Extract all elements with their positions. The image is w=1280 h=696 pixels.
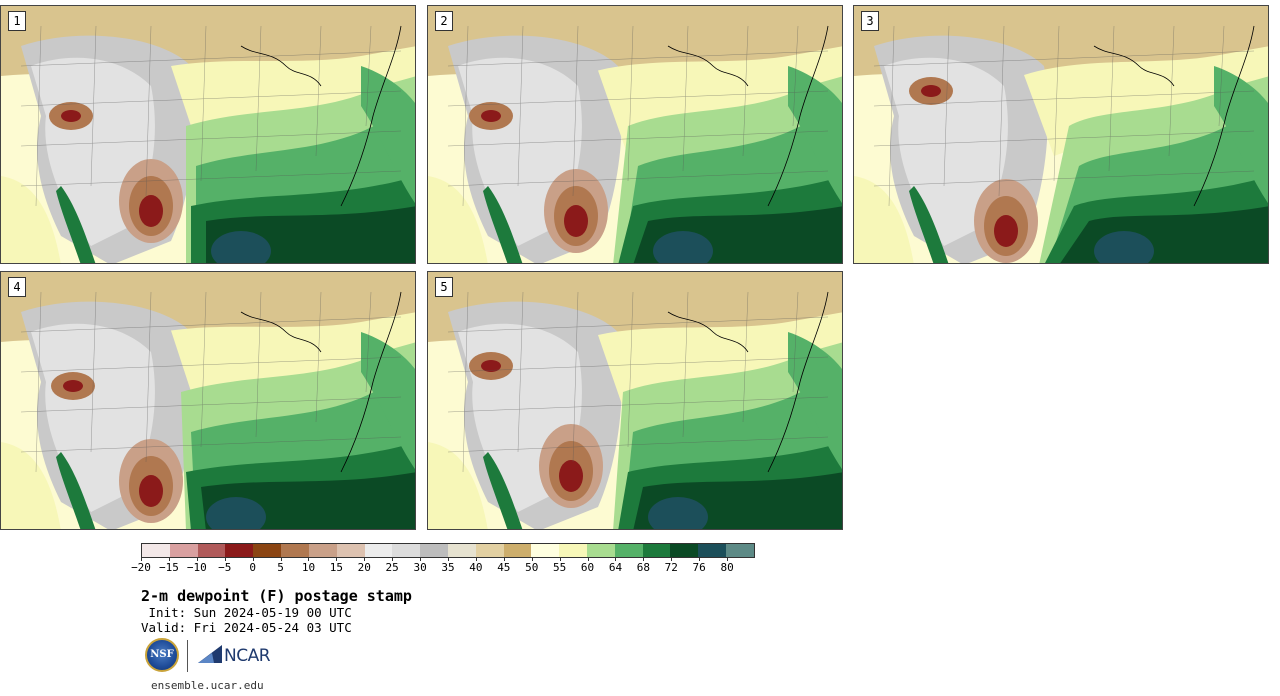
colorbar-tick — [420, 557, 422, 561]
colorbar-tick-label: 20 — [357, 561, 371, 574]
colorbar-tick-label: 15 — [329, 561, 343, 574]
colorbar-swatch — [670, 544, 699, 557]
member-number-label: 3 — [861, 11, 879, 31]
colorbar-tick-label: 60 — [580, 561, 595, 574]
logo-divider — [187, 640, 188, 672]
member-panel-1: 1 — [0, 5, 416, 264]
colorbar-swatch — [253, 544, 282, 557]
dewpoint-map-5 — [428, 272, 842, 529]
colorbar-tick — [448, 557, 449, 561]
valid-time: Valid: Fri 2024-05-24 03 UTC — [141, 620, 352, 635]
dewpoint-map-3 — [854, 6, 1268, 263]
colorbar-swatch — [531, 544, 560, 557]
colorbar-swatch — [308, 544, 337, 557]
colorbar-tick-label: 10 — [301, 561, 316, 574]
colorbar — [141, 543, 755, 558]
colorbar-tick-label: 68 — [636, 561, 650, 574]
colorbar-tick-label: −20 — [131, 561, 151, 574]
colorbar-swatch — [281, 544, 309, 557]
dewpoint-map-4 — [1, 272, 415, 529]
dewpoint-map-1 — [1, 6, 415, 263]
colorbar-tick-label: 45 — [497, 561, 511, 574]
ncar-logo: NCAR — [224, 646, 271, 666]
colorbar-tickmarks — [141, 557, 755, 561]
colorbar-swatch — [336, 544, 365, 557]
colorbar-swatch — [503, 544, 532, 557]
colorbar-tick-labels: −20 −15 −10 −5 0 5 10 15 20 25 30 35 40 45 50 55 60 64 68 7… — [130, 561, 770, 577]
colorbar-swatch — [447, 544, 476, 557]
colorbar-tick-label: −5 — [218, 561, 232, 574]
colorbar-swatch — [642, 544, 671, 557]
colorbar-tick-label: 5 — [277, 561, 284, 574]
colorbar-swatch — [726, 544, 754, 557]
colorbar-tick — [280, 557, 282, 561]
init-time: Init: Sun 2024-05-19 00 UTC — [141, 605, 352, 620]
colorbar-swatch — [614, 544, 643, 557]
colorbar-swatch — [559, 544, 587, 557]
member-panel-4: 4 — [0, 271, 416, 530]
colorbar-tick — [308, 557, 310, 561]
logos: NSF NCAR — [145, 638, 275, 674]
colorbar-tick-label: 25 — [385, 561, 399, 574]
member-number-label: 4 — [8, 277, 26, 297]
colorbar-tick-label: 76 — [692, 561, 706, 574]
colorbar-swatch — [475, 544, 504, 557]
member-panel-5: 5 — [427, 271, 843, 530]
colorbar-tick — [531, 557, 533, 561]
nsf-logo: NSF — [145, 638, 179, 672]
chart-title: 2-m dewpoint (F) postage stamp — [141, 587, 412, 605]
colorbar-tick-label: 30 — [413, 561, 427, 574]
colorbar-tick — [503, 557, 505, 561]
colorbar-tick-label: 80 — [720, 561, 734, 574]
colorbar-tick — [727, 557, 729, 561]
colorbar-tick-label: −15 — [158, 561, 179, 574]
colorbar-tick — [336, 557, 338, 561]
member-panel-3: 3 — [853, 5, 1269, 264]
colorbar-tick — [615, 557, 617, 561]
colorbar-tick — [643, 557, 645, 561]
colorbar-tick-label: 0 — [249, 561, 256, 574]
colorbar-tick — [475, 557, 477, 561]
colorbar-tick — [364, 557, 366, 561]
website-link[interactable]: ensemble.ucar.edu — [151, 679, 264, 692]
colorbar-swatch — [169, 544, 198, 557]
ncar-logo-mark-icon — [198, 645, 222, 663]
colorbar-tick — [168, 557, 170, 561]
colorbar-tick-label: 40 — [469, 561, 483, 574]
colorbar-swatch — [392, 544, 421, 557]
colorbar-swatch — [142, 544, 170, 557]
colorbar-swatch — [587, 544, 615, 557]
colorbar-tick — [587, 557, 589, 561]
colorbar-tick-label: 55 — [553, 561, 567, 574]
colorbar-tick — [141, 557, 142, 561]
member-number-label: 1 — [8, 11, 26, 31]
colorbar-tick — [699, 557, 701, 561]
colorbar-swatch — [197, 544, 226, 557]
colorbar-tick — [671, 557, 673, 561]
colorbar-tick-label: −10 — [186, 561, 207, 574]
member-panel-2: 2 — [427, 5, 843, 264]
colorbar-swatch — [698, 544, 727, 557]
colorbar-swatch — [420, 544, 448, 557]
colorbar-tick — [559, 557, 561, 561]
colorbar-tick-label: 50 — [525, 561, 539, 574]
colorbar-tick-label: 72 — [664, 561, 678, 574]
dewpoint-map-2 — [428, 6, 842, 263]
colorbar-tick — [392, 557, 394, 561]
colorbar-swatch — [225, 544, 254, 557]
member-number-label: 2 — [435, 11, 453, 31]
colorbar-tick — [252, 557, 254, 561]
colorbar-tick-label: 35 — [441, 561, 455, 574]
colorbar-swatch — [364, 544, 393, 557]
colorbar-tick — [224, 557, 226, 561]
member-number-label: 5 — [435, 277, 453, 297]
colorbar-tick — [196, 557, 198, 561]
colorbar-tick-label: 64 — [608, 561, 623, 574]
